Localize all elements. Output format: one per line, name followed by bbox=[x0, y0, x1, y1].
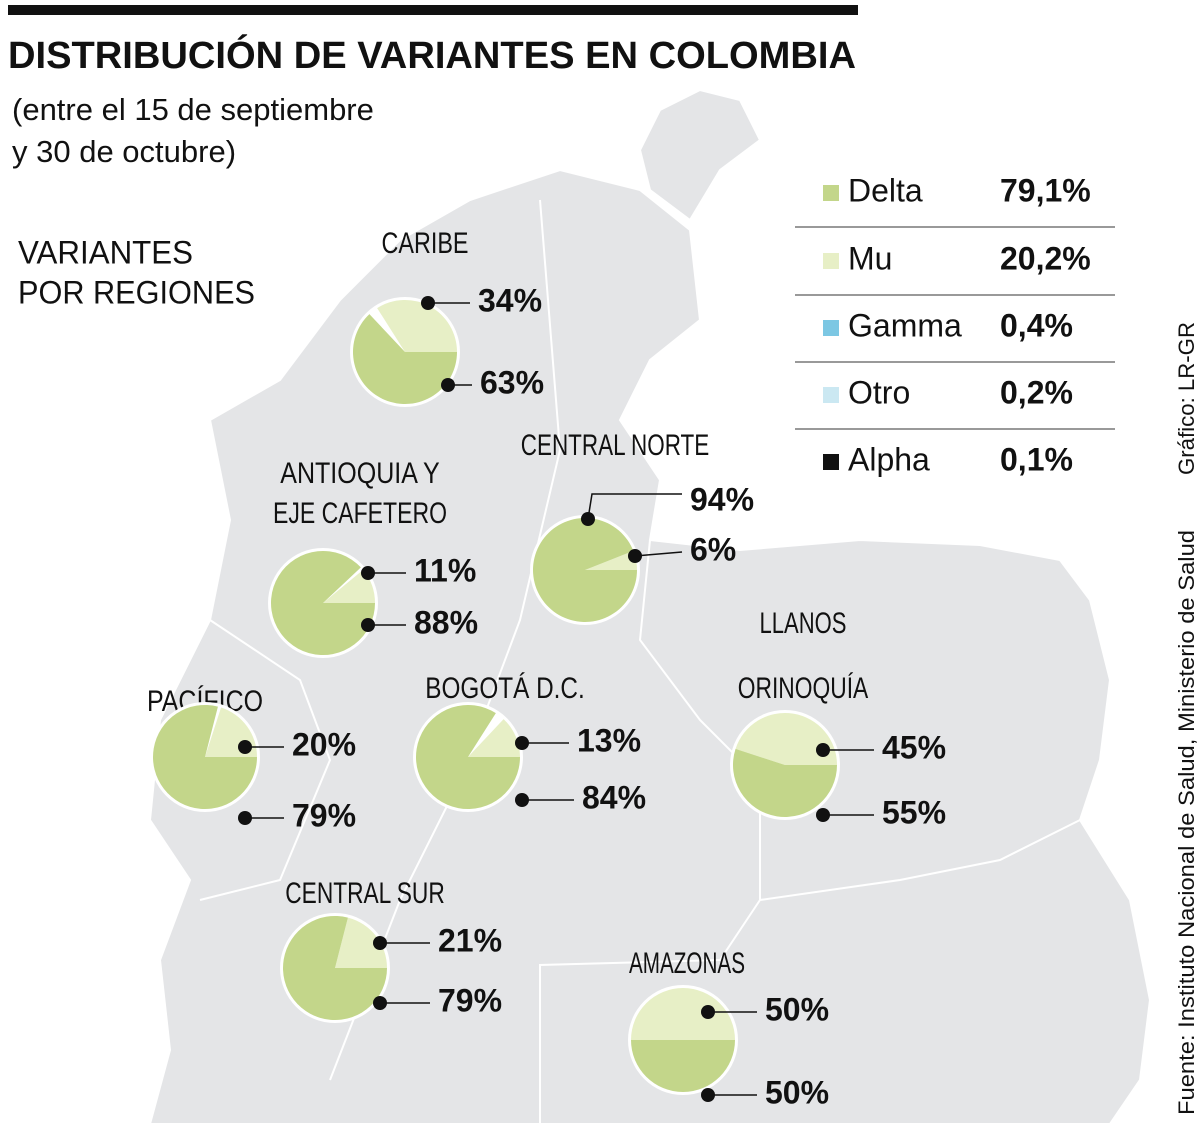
pie-slice-delta bbox=[271, 551, 375, 656]
pie-label: 13% bbox=[577, 722, 641, 758]
pie-label: 34% bbox=[478, 282, 542, 318]
legend-value: 0,4% bbox=[1000, 307, 1073, 343]
pie-slice-mu bbox=[377, 300, 457, 352]
border bbox=[759, 819, 1081, 901]
region-name: CENTRAL NORTE bbox=[521, 429, 710, 462]
pie-slice-mu bbox=[585, 550, 637, 570]
leader-line bbox=[634, 551, 683, 557]
section-label: POR REGIONES bbox=[18, 274, 255, 310]
pie-slice-delta bbox=[153, 705, 257, 809]
leader-dot bbox=[816, 743, 830, 757]
leader-dot bbox=[441, 378, 455, 392]
border bbox=[329, 199, 562, 1081]
pie-label: 79% bbox=[292, 797, 356, 833]
pie-slice-delta bbox=[283, 915, 387, 1020]
leader-dot bbox=[515, 793, 529, 807]
top-bar bbox=[8, 5, 858, 15]
pie-label: 20% bbox=[292, 726, 356, 762]
leader-dot bbox=[515, 736, 529, 750]
legend-swatch bbox=[823, 253, 839, 269]
pie-slice-mu bbox=[335, 917, 387, 968]
legend-swatch bbox=[823, 454, 839, 470]
leader-dot bbox=[701, 1088, 715, 1102]
pie-slice-mu bbox=[323, 569, 375, 603]
pie-label: 94% bbox=[690, 481, 754, 517]
legend-value: 0,1% bbox=[1000, 441, 1073, 477]
pie-slice-mu bbox=[631, 988, 735, 1040]
title: DISTRIBUCIÓN DE VARIANTES EN COLOMBIA bbox=[8, 33, 856, 77]
region-name: ORINOQUÍA bbox=[738, 672, 869, 705]
region-name: AMAZONAS bbox=[629, 947, 745, 980]
pie-label: 88% bbox=[414, 604, 478, 640]
pie-label: 79% bbox=[438, 982, 502, 1018]
pie-label: 21% bbox=[438, 922, 502, 958]
leader-dot bbox=[373, 936, 387, 950]
leader-dot bbox=[373, 996, 387, 1010]
leader-dot bbox=[421, 296, 435, 310]
legend-value: 20,2% bbox=[1000, 240, 1091, 276]
legend-name: Mu bbox=[848, 240, 892, 276]
leader-dot bbox=[701, 1005, 715, 1019]
legend-name: Delta bbox=[848, 172, 923, 208]
legend-name: Gamma bbox=[848, 307, 962, 343]
legend-swatch bbox=[823, 320, 839, 336]
legend-value: 0,2% bbox=[1000, 374, 1073, 410]
subtitle: (entre el 15 de septiembre bbox=[12, 92, 374, 127]
leader-dot bbox=[816, 808, 830, 822]
subtitle: y 30 de octubre) bbox=[12, 134, 236, 169]
legend-name: Alpha bbox=[848, 441, 930, 477]
border bbox=[199, 619, 332, 901]
section-label: VARIANTES bbox=[18, 234, 193, 270]
border bbox=[539, 539, 761, 1124]
region-name: BOGOTÁ D.C. bbox=[425, 672, 585, 705]
pie-label: 45% bbox=[882, 729, 946, 765]
leader-dot bbox=[238, 811, 252, 825]
credit: Gráfico: LR-GR bbox=[1174, 322, 1199, 475]
map-region bbox=[638, 88, 762, 222]
map-region bbox=[148, 168, 1152, 1125]
legend-name: Otro bbox=[848, 374, 910, 410]
leader-dot bbox=[361, 566, 375, 580]
leader-dot bbox=[238, 740, 252, 754]
region-name: CENTRAL SUR bbox=[285, 877, 445, 910]
pie-slice-delta bbox=[416, 705, 520, 810]
legend-value: 79,1% bbox=[1000, 172, 1091, 208]
source: Fuente: Instituto Nacional de Salud, Min… bbox=[1174, 530, 1199, 1115]
pie-label: 50% bbox=[765, 991, 829, 1027]
region-name: CARIBE bbox=[382, 227, 469, 260]
map bbox=[148, 88, 1152, 1125]
pie-slice-delta bbox=[733, 748, 837, 817]
pie-slice-delta bbox=[353, 314, 457, 404]
leader-line bbox=[587, 493, 682, 520]
pie-slice-mu bbox=[468, 719, 520, 757]
pie-label: 50% bbox=[765, 1074, 829, 1110]
region-name: EJE CAFETERO bbox=[273, 497, 447, 530]
pie-label: 11% bbox=[414, 552, 476, 588]
pie-label: 6% bbox=[690, 531, 736, 567]
pie-slice-delta bbox=[533, 517, 637, 622]
pie-slice-delta bbox=[631, 1040, 735, 1092]
leader-dot bbox=[581, 512, 595, 526]
pie-slice-mu bbox=[735, 712, 837, 765]
pie-label: 55% bbox=[882, 794, 946, 830]
legend-swatch bbox=[823, 185, 839, 201]
region-name: ANTIOQUIA Y bbox=[280, 457, 440, 490]
legend-swatch bbox=[823, 387, 839, 403]
pie-label: 63% bbox=[480, 364, 544, 400]
leader-dot bbox=[361, 618, 375, 632]
pie-label: 84% bbox=[582, 779, 646, 815]
leader-dot bbox=[628, 549, 642, 563]
region-name: LLANOS bbox=[760, 607, 847, 640]
